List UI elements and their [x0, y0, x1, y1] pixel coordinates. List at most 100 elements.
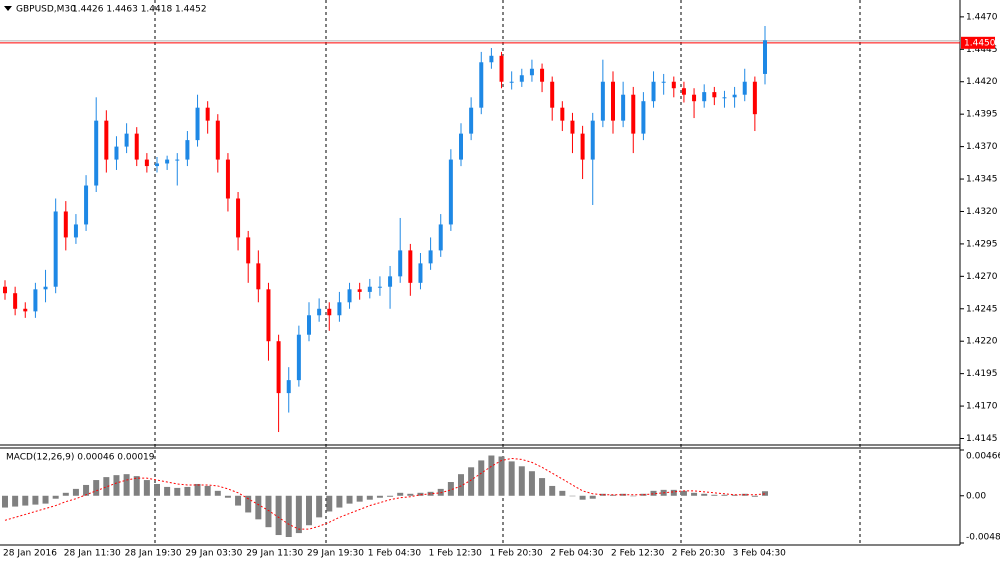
x-tick-label: 1 Feb 20:30 — [489, 549, 543, 559]
candle-body — [681, 88, 686, 95]
candle-body — [388, 276, 393, 287]
macd-bar — [194, 483, 201, 496]
macd-bar — [387, 495, 394, 497]
candle-body — [631, 94, 636, 134]
y-tick-label: 1.4420 — [966, 77, 998, 87]
candle-body — [307, 315, 311, 335]
x-tick-label: 29 Jan 03:30 — [185, 549, 242, 559]
candle-body — [195, 107, 200, 141]
candle-body — [621, 94, 626, 121]
macd-bar — [275, 495, 282, 536]
candle-body — [73, 224, 78, 238]
macd-bar — [356, 495, 363, 502]
candle-body — [266, 289, 271, 342]
candle-body — [479, 62, 484, 108]
candle-body — [94, 120, 99, 186]
candle-body — [144, 159, 149, 167]
x-tick-label: 2 Feb 12:30 — [611, 549, 665, 559]
macd-bar — [569, 495, 576, 497]
macd-bar — [427, 491, 434, 496]
candle-body — [732, 94, 737, 98]
macd-bar — [630, 495, 637, 497]
candle-body — [702, 92, 707, 102]
candle-body — [661, 81, 666, 83]
bid-label-box — [961, 36, 995, 49]
candle-body — [296, 334, 301, 381]
candle-body — [33, 289, 38, 312]
macd-bar — [83, 484, 90, 496]
candle-body — [215, 120, 220, 160]
candle-body — [550, 81, 555, 108]
candle-body — [63, 211, 68, 238]
x-tick-label: 3 Feb 04:30 — [733, 549, 787, 559]
macd-bar — [366, 495, 373, 500]
y-tick-label: 1.4320 — [966, 207, 998, 217]
y-tick-label: 1.4445 — [966, 45, 998, 55]
candle-body — [590, 120, 595, 160]
candle-body — [580, 133, 585, 160]
y-tick-label: 0.00466 — [966, 452, 1000, 462]
macd-bar — [184, 486, 191, 496]
candle-body — [752, 81, 757, 115]
candle-body — [124, 133, 129, 147]
candle-body — [459, 133, 463, 160]
macd-bar — [670, 489, 677, 496]
macd-bar — [62, 492, 69, 496]
macd-bar — [407, 493, 414, 496]
candle-body — [611, 81, 615, 121]
macd-bar — [103, 477, 110, 496]
macd-bar — [285, 495, 292, 538]
macd-bar — [397, 492, 404, 496]
macd-bar — [255, 495, 262, 520]
candle-body — [763, 40, 767, 74]
menu-arrow[interactable] — [4, 6, 12, 11]
macd-bar — [731, 494, 738, 496]
signal-line — [4, 457, 766, 530]
macd-title: MACD(12,26,9) 0.00046 0.00019 — [6, 453, 155, 463]
macd-bar — [579, 495, 586, 500]
y-tick-label: 1.4195 — [966, 369, 998, 379]
x-tick-label: 1 Feb 04:30 — [368, 549, 422, 559]
candle-body — [742, 81, 747, 95]
macd-bar — [204, 485, 211, 496]
candle-body — [428, 250, 433, 264]
candle-body — [327, 308, 332, 316]
macd-bar — [174, 487, 181, 496]
macd-bar — [680, 490, 687, 496]
candle-body — [641, 101, 646, 134]
candle-body — [225, 159, 230, 199]
macd-bar — [721, 494, 728, 496]
macd-bar — [326, 495, 333, 512]
y-tick-label: 0.00 — [966, 491, 986, 501]
candle-body — [205, 107, 210, 121]
y-tick-label: 1.4470 — [966, 12, 998, 22]
x-tick-label: 28 Jan 2016 — [3, 549, 57, 559]
candle-body — [276, 341, 281, 394]
x-tick-label: 29 Jan 19:30 — [307, 549, 364, 559]
candle-body — [317, 308, 322, 316]
y-tick-label: 1.4245 — [966, 304, 998, 314]
candle-body — [408, 250, 413, 283]
candle-body — [570, 120, 575, 134]
y-tick-label: 1.4295 — [966, 239, 998, 249]
macd-bar — [164, 486, 171, 496]
candle-body — [134, 133, 139, 160]
x-tick-label: 29 Jan 11:30 — [246, 549, 303, 559]
macd-bar — [224, 495, 231, 498]
candle-body — [236, 198, 241, 238]
macd-bar — [417, 492, 424, 496]
macd-bar — [32, 495, 39, 505]
macd-bar — [306, 495, 312, 526]
macd-bar — [549, 485, 556, 496]
macd-bar — [113, 475, 120, 496]
macd-bar — [711, 494, 718, 496]
y-tick-label: -0.00481 — [966, 533, 1000, 543]
candle-body — [256, 263, 261, 290]
y-tick-label: 1.4345 — [966, 175, 998, 185]
candle-body — [286, 380, 291, 394]
x-tick-label: 2 Feb 04:30 — [550, 549, 604, 559]
candle-body — [489, 55, 494, 63]
macd-bar — [650, 490, 657, 496]
candle-body — [398, 250, 403, 277]
macd-bar — [245, 495, 252, 513]
